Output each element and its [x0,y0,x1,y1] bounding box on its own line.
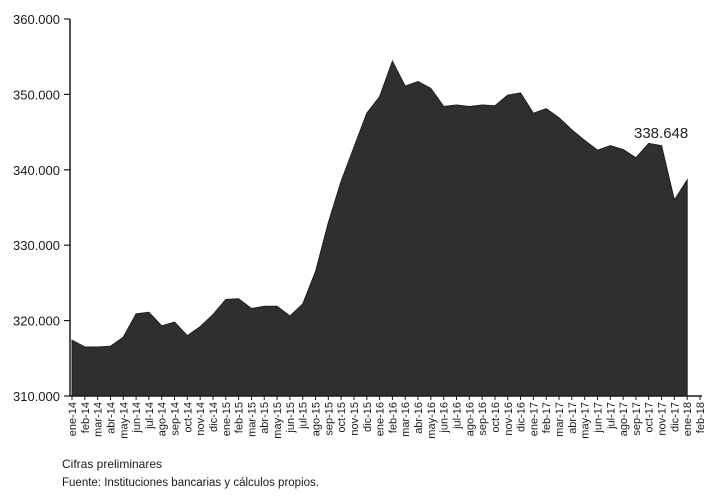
y-tick-label: 340.000 [13,163,60,178]
x-tick-label: sep-16 [477,402,489,436]
x-tick-label: abr-15 [259,402,271,434]
x-tick-label: ene-15 [221,402,233,436]
x-tick-label: nov-15 [349,402,361,436]
x-tick-label: dic-17 [669,402,681,432]
x-tick-label: feb-18 [695,402,707,433]
y-tick-label: 360.000 [13,12,60,27]
x-tick-label: dic-16 [516,402,528,432]
x-tick-label: nov-16 [503,402,515,436]
x-tick-label: ago-17 [618,402,630,436]
x-tick-label: jun-14 [131,402,143,434]
x-tick-label: jun-16 [439,402,451,434]
x-tick-label: oct-15 [336,402,348,433]
x-tick-label: ene-14 [67,402,79,436]
x-tick-label: ene-17 [528,402,540,436]
x-tick-label: jun-15 [285,402,297,434]
x-tick-label: mar-14 [93,402,105,437]
last-value-annotation: 338.648 [634,125,688,142]
x-tick-label: ago-16 [464,402,476,436]
x-tick-label: nov-17 [657,402,669,436]
x-tick-label: feb-16 [387,402,399,433]
x-tick-label: sep-15 [323,402,335,436]
footnote-preliminary: Cifras preliminares [62,457,163,471]
x-tick-label: jul-16 [451,402,463,430]
x-tick-label: nov-14 [195,402,207,436]
x-tick-label: sep-14 [170,402,182,436]
x-tick-label: feb-15 [234,402,246,433]
y-ticks: 310.000 320.000 330.000 340.000 350.000 360.0… [13,12,70,404]
y-tick-label: 350.000 [13,87,60,102]
y-tick-label: 330.000 [13,238,60,253]
x-tick-label: abr-16 [413,402,425,434]
x-tick-label: ene-16 [375,402,387,436]
footnote-source: Fuente: Instituciones bancarias y cálcul… [62,477,319,489]
x-tick-label: ago-14 [157,402,169,436]
area-layer [71,59,688,397]
x-tick-label: mar-15 [246,402,258,437]
x-tick-label: may-15 [272,402,284,439]
x-tick-label: abr-14 [105,402,117,434]
x-tick-label: ene-18 [682,402,694,436]
x-tick-label: dic-14 [208,402,220,432]
x-tick-label: may-16 [426,402,438,439]
x-tick-label: jul-15 [298,402,310,430]
area-series [71,59,688,397]
x-tick-label: dic-15 [362,402,374,432]
x-tick-label: oct-17 [644,402,656,433]
y-tick-label: 320.000 [13,314,60,329]
x-tick-label: oct-16 [490,402,502,433]
x-tick-label: mar-17 [554,402,566,437]
x-tick-label: sep-17 [631,402,643,436]
x-tick-label: mar-16 [400,402,412,437]
x-ticks: ene-14 feb-14 mar-14 abr-14 may-14 jun-14 jul-… [67,396,707,439]
x-tick-label: ago-15 [311,402,323,436]
x-tick-label: feb-17 [541,402,553,433]
x-tick-label: feb-14 [80,402,92,433]
x-tick-label: jul-17 [605,402,617,430]
x-tick-label: jun-17 [592,402,604,434]
x-tick-label: may-17 [580,402,592,439]
x-tick-label: jul-14 [144,402,156,430]
x-tick-label: may-14 [118,402,130,439]
x-tick-label: abr-17 [567,402,579,434]
axes-layer [69,19,702,397]
y-tick-label: 310.000 [13,389,60,404]
x-tick-label: oct-14 [182,402,194,433]
